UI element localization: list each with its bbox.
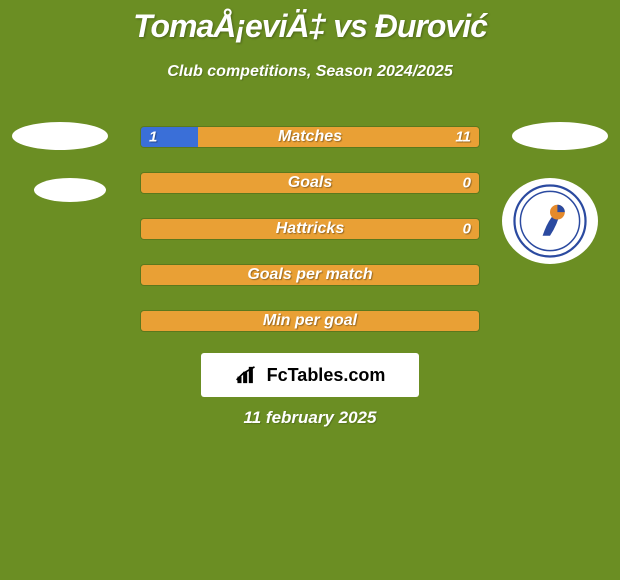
- comparison-card: TomaÅ¡eviÄ‡ vs Đurović Club competitions…: [0, 0, 620, 580]
- stat-bars: Matches111Goals0Hattricks0Goals per matc…: [140, 126, 480, 356]
- stat-bar-right-value: 11: [455, 129, 471, 146]
- stat-bar-left-value: 1: [149, 129, 157, 146]
- subtitle: Club competitions, Season 2024/2025: [0, 63, 620, 81]
- page-title: TomaÅ¡eviÄ‡ vs Đurović: [0, 0, 620, 45]
- stat-bar: Hattricks0: [140, 218, 480, 240]
- bars-icon: [235, 364, 261, 386]
- stat-bar: Min per goal: [140, 310, 480, 332]
- stat-bar: Goals0: [140, 172, 480, 194]
- club-crest-right: [502, 178, 598, 264]
- stat-bar-label: Hattricks: [141, 220, 479, 238]
- stat-bar-label: Matches: [141, 128, 479, 146]
- stat-bar-right-value: 0: [463, 175, 471, 192]
- brand-badge[interactable]: FcTables.com: [201, 353, 419, 397]
- stat-bar: Goals per match: [140, 264, 480, 286]
- crest-icon: [513, 184, 587, 258]
- stat-bar-label: Min per goal: [141, 312, 479, 330]
- team-logo-right-placeholder: [512, 122, 608, 150]
- team-logo-left-placeholder: [12, 122, 108, 150]
- flag-left-placeholder: [34, 178, 106, 202]
- brand-text: FcTables.com: [267, 365, 386, 386]
- stat-bar-label: Goals per match: [141, 266, 479, 284]
- stat-bar-right-value: 0: [463, 221, 471, 238]
- stat-bar-label: Goals: [141, 174, 479, 192]
- stat-bar: Matches111: [140, 126, 480, 148]
- date-label: 11 february 2025: [0, 408, 620, 428]
